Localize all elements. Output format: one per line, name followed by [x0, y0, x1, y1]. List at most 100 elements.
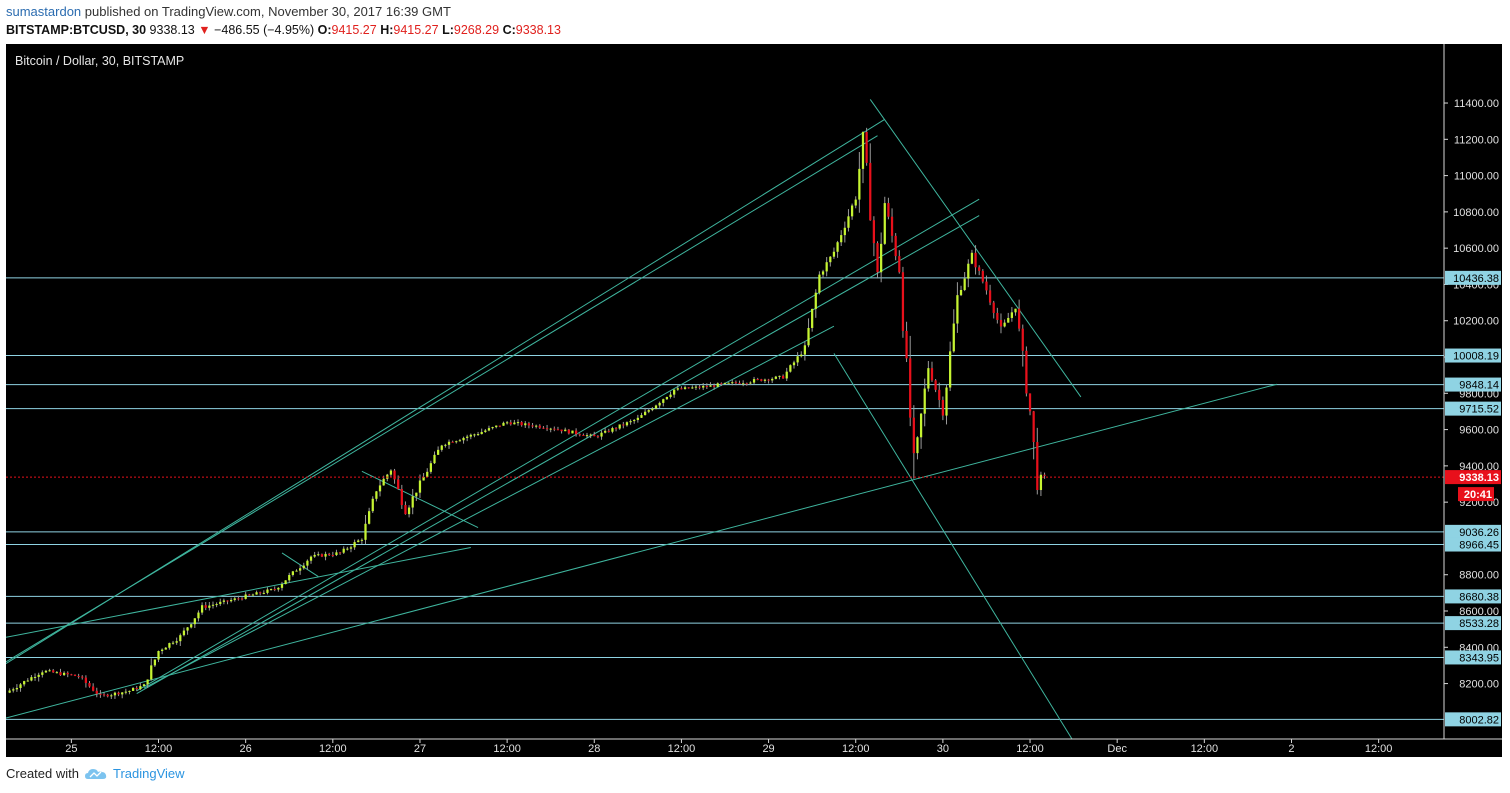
candle-body	[469, 434, 472, 437]
candle-up	[611, 426, 614, 434]
candle-up	[683, 385, 687, 390]
candle-up	[211, 601, 215, 609]
candle-body	[720, 383, 723, 385]
candle-body	[578, 434, 581, 436]
candle-up	[807, 318, 810, 348]
ohlc-line: BITSTAMP:BTCUSD, 30 9338.13 ▼ −486.55 (−…	[6, 21, 1506, 39]
candle-body	[1021, 328, 1024, 351]
candle-body	[814, 292, 817, 309]
candle-down	[77, 673, 80, 679]
candle-body	[821, 271, 825, 275]
candle-up	[861, 131, 865, 184]
candle-body	[854, 199, 857, 206]
x-tick-label: 25	[65, 743, 77, 755]
candle-body	[26, 680, 29, 682]
candle-up	[175, 637, 178, 645]
candle-up	[215, 602, 218, 608]
candle-body	[404, 505, 407, 515]
candle-body	[927, 368, 930, 389]
candle-body	[62, 672, 66, 676]
candle-up	[549, 427, 552, 433]
x-tick-label: Dec	[1107, 743, 1127, 755]
candle-body	[95, 690, 98, 694]
candle-up	[371, 496, 374, 514]
close-value: 9338.13	[515, 23, 561, 37]
chart-background	[6, 44, 1502, 757]
candle-up	[727, 382, 730, 384]
x-tick-label: 26	[240, 743, 252, 755]
candle-up	[959, 285, 963, 297]
candle-up	[858, 151, 861, 213]
candle-up	[455, 440, 458, 444]
candle-down	[865, 127, 868, 166]
candle-up	[1010, 307, 1013, 322]
candle-up	[923, 378, 926, 427]
candle-body	[487, 428, 491, 431]
candle-down	[106, 693, 109, 698]
candle-up	[480, 428, 483, 435]
candle-up	[208, 601, 211, 611]
candle-body	[150, 665, 153, 680]
candle-down	[887, 197, 890, 220]
candle-up	[466, 434, 469, 442]
author-link[interactable]: sumastardon	[6, 4, 82, 19]
candle-body	[208, 605, 211, 608]
candle-body	[952, 323, 955, 352]
candle-up	[360, 538, 363, 545]
candle-down	[912, 405, 915, 479]
candle-up	[389, 469, 393, 478]
candle-body	[978, 267, 981, 271]
candle-down	[593, 431, 596, 437]
candle-body	[880, 243, 883, 273]
candle-up	[633, 419, 636, 424]
candle-up	[847, 209, 850, 232]
candle-body	[102, 694, 106, 696]
price-chart[interactable]: Bitcoin / Dollar, 30, BITSTAMP 8200.00840…	[6, 44, 1502, 757]
candle-up	[12, 687, 15, 693]
candle-body	[774, 376, 777, 379]
candle-up	[535, 424, 538, 429]
candle-body	[840, 235, 843, 243]
candle-down	[560, 429, 563, 434]
candle-body	[694, 386, 698, 388]
candle-body	[131, 688, 135, 691]
candle-body	[985, 281, 988, 291]
candle-body	[222, 600, 226, 602]
candle-body	[233, 598, 236, 600]
candle-body	[440, 445, 443, 450]
candle-body	[992, 302, 995, 313]
candle-down	[999, 313, 1003, 334]
candle-up	[190, 623, 193, 629]
candle-up	[571, 430, 574, 434]
candle-down	[869, 143, 872, 221]
y-axis-ticks: 8200.008400.008600.008800.009200.009400.…	[1444, 98, 1499, 691]
candle-body	[676, 388, 679, 390]
candle-body	[66, 672, 69, 675]
candle-up	[516, 419, 520, 426]
candle-body	[582, 434, 585, 436]
candle-down	[509, 419, 512, 426]
candle-body	[1025, 350, 1028, 394]
candle-down	[938, 382, 941, 408]
level-label-box	[1445, 377, 1501, 392]
chart-title: Bitcoin / Dollar, 30, BITSTAMP	[15, 54, 184, 68]
chart-area[interactable]: Bitcoin / Dollar, 30, BITSTAMP 8200.00 840…	[6, 44, 1502, 757]
candle-up	[219, 598, 222, 606]
footer: Created with TradingView	[6, 766, 185, 781]
candle-body	[585, 435, 589, 437]
candle-body	[255, 592, 258, 595]
candle-up	[375, 490, 378, 502]
candle-body	[687, 387, 690, 389]
candle-up	[513, 419, 516, 425]
candle-body	[324, 553, 327, 557]
candle-up	[110, 693, 113, 700]
candle-body	[269, 589, 273, 591]
candle-down	[88, 681, 91, 688]
candle-body	[48, 670, 51, 672]
tradingview-link[interactable]: TradingView	[84, 766, 185, 781]
candle-body	[92, 686, 95, 691]
candle-down	[909, 335, 912, 427]
level-label: 9715.52	[1459, 404, 1499, 416]
created-with-label: Created with	[6, 766, 79, 781]
time-axis-background	[6, 739, 1502, 757]
